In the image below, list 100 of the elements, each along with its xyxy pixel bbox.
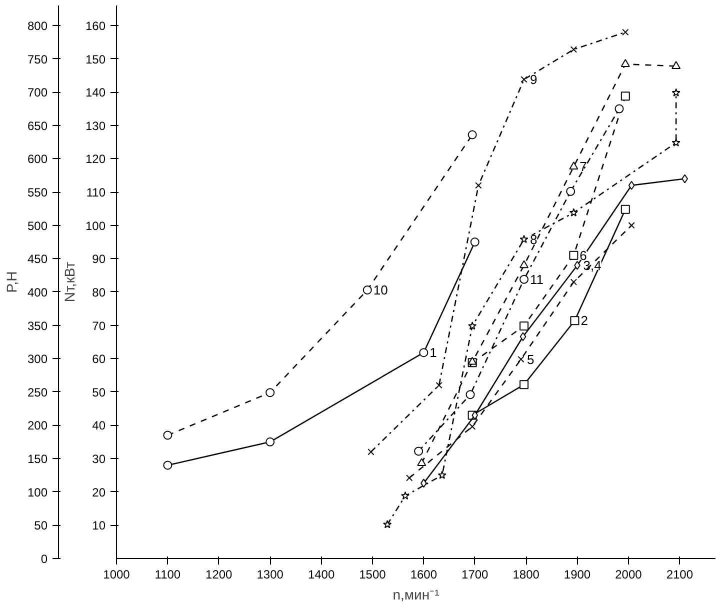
- point: [438, 470, 446, 479]
- x-tick-label: 1200: [206, 568, 233, 582]
- y-tick-label: 650: [27, 118, 48, 133]
- x-tick-label: 1700: [462, 568, 489, 582]
- point: [368, 448, 374, 456]
- point: [628, 222, 635, 229]
- x-tick-label: 1900: [564, 568, 591, 582]
- x-tick-label: 1800: [512, 568, 540, 582]
- y2-tick-label: 40: [92, 418, 106, 433]
- point: [468, 130, 477, 140]
- point: [569, 162, 578, 170]
- point: [570, 278, 578, 286]
- point: [620, 204, 630, 214]
- y2-tick-label: 30: [92, 452, 106, 466]
- x-tick-label: 2100: [666, 568, 694, 582]
- point: [570, 316, 580, 326]
- y2-axis-title: Nт,кВт: [61, 261, 78, 302]
- point: [266, 437, 275, 446]
- point: [468, 423, 476, 430]
- point: [362, 286, 372, 294]
- y-tick-label: 500: [27, 218, 48, 233]
- y2-tick-label: 90: [92, 252, 106, 266]
- y2-tick-label: 160: [85, 18, 106, 33]
- point: [163, 430, 172, 440]
- y-tick-label: 400: [27, 285, 48, 300]
- point: [466, 390, 475, 400]
- y2-tick-label: 150: [85, 52, 106, 66]
- y2-tick-label: 100: [85, 218, 106, 233]
- point: [520, 76, 528, 83]
- y-tick-label: 600: [27, 152, 48, 166]
- point: [468, 356, 477, 365]
- point: [475, 182, 482, 189]
- y-tick-label: 250: [27, 385, 48, 400]
- y-tick-label: 200: [27, 418, 48, 433]
- point: [470, 238, 480, 247]
- point: [566, 186, 576, 196]
- y-tick-label: 750: [27, 52, 48, 66]
- x-tick-label: 1400: [308, 568, 335, 582]
- series-label: 10: [373, 282, 388, 298]
- point: [520, 321, 529, 330]
- x-tick-label: 1600: [410, 568, 438, 582]
- point: [520, 260, 529, 268]
- point: [569, 250, 578, 260]
- y2-tick-label: 120: [85, 152, 106, 166]
- y2-tick-label: 20: [92, 485, 106, 500]
- point: [520, 274, 529, 284]
- point: [570, 46, 578, 53]
- point: [266, 388, 275, 398]
- point: [468, 321, 477, 330]
- series-label: 11: [530, 272, 544, 287]
- point: [520, 380, 529, 390]
- y-axis-title: P,H: [3, 271, 20, 293]
- point: [163, 460, 172, 470]
- point: [672, 138, 680, 146]
- point: [518, 356, 524, 363]
- point: [520, 234, 528, 244]
- x-tick-label: 1000: [103, 568, 130, 582]
- point: [672, 61, 681, 69]
- point: [520, 332, 526, 342]
- y2-tick-label: 70: [92, 318, 106, 333]
- point: [406, 474, 413, 482]
- point: [414, 446, 424, 456]
- y2-tick-label: 140: [85, 86, 106, 100]
- series-label: 2: [580, 313, 588, 328]
- point: [672, 88, 680, 97]
- y2-tick-label: 130: [85, 118, 106, 133]
- point: [417, 458, 426, 466]
- y2-tick-label: 10: [92, 518, 106, 533]
- x-tick-label: 1300: [256, 568, 284, 582]
- series-label: 8: [530, 232, 538, 247]
- y-tick-label: 350: [27, 318, 48, 333]
- x-tick-label: 2000: [615, 568, 642, 582]
- y-tick-label: 300: [27, 352, 48, 366]
- point: [383, 520, 392, 528]
- point: [436, 382, 442, 389]
- point: [400, 491, 410, 500]
- y-tick-label: 100: [27, 485, 48, 500]
- series-label: 1: [430, 345, 437, 360]
- x-tick-label: 1100: [154, 568, 181, 582]
- x-tick-label: 1500: [359, 568, 386, 582]
- series-label: 9: [530, 72, 538, 87]
- y-tick-label: 0: [40, 552, 48, 566]
- point: [419, 348, 428, 358]
- y2-tick-label: 80: [92, 285, 106, 300]
- y-tick-label: 700: [27, 86, 48, 100]
- point: [628, 180, 635, 190]
- point: [620, 92, 630, 101]
- point: [620, 59, 630, 67]
- y2-tick-label: 110: [86, 186, 106, 200]
- y-tick-label: 550: [27, 186, 48, 200]
- series-label: 5: [526, 352, 534, 367]
- y2-tick-label: 50: [92, 385, 106, 400]
- y-tick-label: 50: [34, 518, 48, 533]
- point: [622, 28, 629, 36]
- series-label: 7: [580, 159, 587, 174]
- point: [614, 104, 624, 114]
- y-tick-label: 800: [27, 18, 48, 33]
- point: [472, 410, 478, 420]
- x-axis-title: n,мин⁻¹: [392, 586, 440, 602]
- point: [569, 208, 578, 216]
